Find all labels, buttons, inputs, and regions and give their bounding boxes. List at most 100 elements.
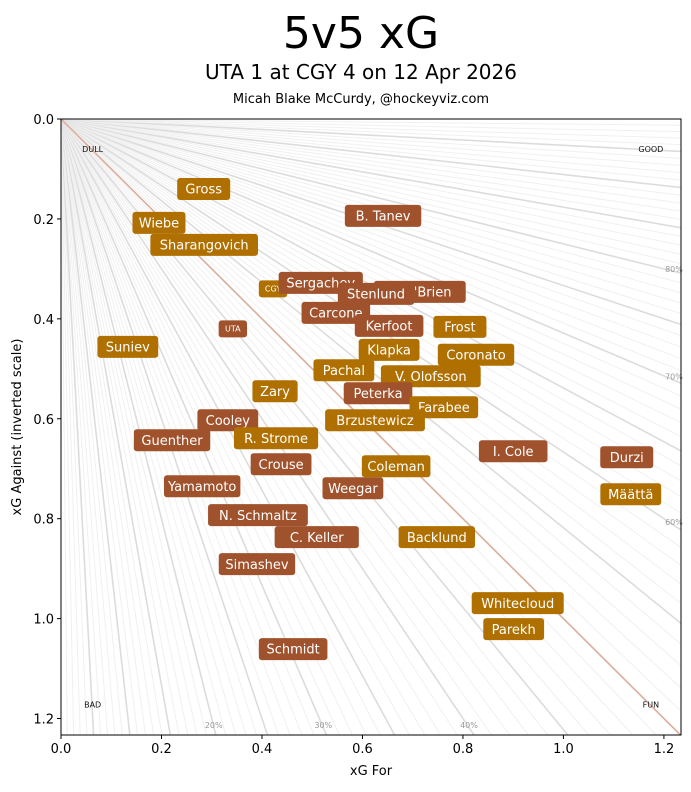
share-guide-line	[61, 119, 116, 735]
share-guide-line	[61, 119, 102, 735]
share-label: 70%	[665, 372, 683, 381]
share-guide-line	[61, 119, 217, 735]
share-guide-line	[61, 119, 258, 735]
y-tick-label: 0.0	[33, 113, 54, 128]
player-point: Carcone	[301, 301, 371, 324]
player-point-box	[97, 335, 159, 358]
player-point-box	[358, 338, 420, 361]
chart-title: 5v5 xG	[283, 8, 439, 59]
share-guide-line	[61, 119, 681, 438]
player-point: Peterka	[343, 382, 413, 405]
share-guide-line	[61, 119, 681, 220]
player-point-box	[343, 382, 413, 405]
x-tick-label: 0.2	[151, 742, 172, 757]
share-guide-line	[61, 119, 109, 735]
player-point-box	[313, 359, 375, 382]
share-guide-line	[61, 119, 88, 735]
player-point: Sharangovich	[150, 233, 258, 256]
player-point: Simashev	[218, 553, 296, 576]
player-point: Coleman	[361, 455, 431, 478]
player-point: N. Schmaltz	[208, 504, 308, 527]
share-guide-line	[61, 119, 75, 735]
player-point-label: Wiebe	[139, 217, 179, 232]
share-guide-line	[61, 119, 681, 424]
player-point-label: Frost	[444, 321, 475, 336]
share-guide-line	[61, 119, 681, 139]
share-label: 20%	[205, 721, 223, 730]
player-point-label: Gross	[185, 183, 222, 198]
player-point-label: Durzi	[610, 451, 644, 466]
player-point-box	[361, 455, 431, 478]
player-point: Guenther	[133, 429, 211, 452]
y-tick-label: 0.2	[33, 213, 54, 228]
player-point-label: Määttä	[608, 488, 653, 503]
share-guide-line	[61, 119, 681, 337]
share-guide-line	[61, 119, 681, 410]
player-point-label: Crouse	[259, 458, 304, 473]
player-point: Frost	[433, 315, 487, 338]
team-point-label: CGY	[265, 285, 281, 294]
player-point-box	[233, 427, 319, 450]
player-point: Stenlund	[337, 282, 415, 305]
corner-label: GOOD	[638, 145, 663, 154]
share-guide-line	[61, 119, 68, 735]
share-guide-line	[61, 119, 681, 189]
x-axis-label: xG For	[350, 764, 393, 779]
x-tick-label: 0.4	[252, 742, 273, 757]
player-point-label: Kerfoot	[366, 320, 413, 335]
player-point-label: N. Schmaltz	[219, 509, 297, 524]
share-guide-line	[61, 119, 81, 735]
plot-frame	[60, 118, 682, 736]
share-label: 40%	[460, 721, 478, 730]
player-point: Weegar	[322, 477, 384, 500]
player-point-label: Suniev	[106, 340, 150, 355]
player-point-box	[354, 314, 424, 337]
x-tick-label: 1.2	[654, 742, 675, 757]
team-point: UTA	[218, 320, 248, 338]
player-point-box	[325, 409, 425, 432]
player-point: Zary	[252, 380, 298, 403]
player-point-label: Peterka	[353, 387, 402, 402]
player-point: Durzi	[600, 446, 654, 469]
share-guide-line	[61, 119, 189, 735]
y-tick-label: 0.8	[33, 513, 54, 528]
player-point-box	[380, 365, 481, 388]
share-guide-line	[61, 119, 681, 174]
player-point: Määttä	[600, 483, 662, 506]
share-guide-line	[61, 119, 681, 204]
share-guide-line	[61, 119, 681, 645]
player-point-box	[208, 504, 308, 527]
x-tick-label: 0.8	[453, 742, 474, 757]
share-guide-line	[61, 119, 180, 735]
y-axis-label: xG Against (inverted scale)	[10, 339, 25, 516]
share-guide-line	[61, 119, 172, 735]
share-guide-line	[61, 119, 328, 735]
share-guide-line	[61, 119, 681, 265]
player-point-label: Klapka	[367, 343, 411, 358]
share-guide-line	[61, 119, 681, 372]
player-point-box	[344, 204, 422, 227]
player-point-label: Schmidt	[266, 643, 319, 658]
share-guide-line	[61, 119, 291, 735]
share-guide-line	[61, 119, 681, 153]
player-point: Backlund	[398, 526, 476, 549]
player-point-label: Whitecloud	[481, 597, 554, 612]
share-guide-line	[61, 119, 681, 284]
player-point: V. Olofsson	[380, 365, 481, 388]
player-point-box	[274, 526, 359, 549]
player-point-box	[258, 638, 328, 661]
team-point-label: UTA	[225, 325, 241, 334]
y-tick-label: 0.4	[33, 313, 54, 328]
player-point: Wiebe	[132, 211, 186, 234]
player-point-box	[409, 396, 479, 419]
y-tick-label: 1.0	[33, 613, 54, 628]
player-point: Gross	[177, 177, 231, 200]
player-point: Schmidt	[258, 638, 328, 661]
share-guide-line	[61, 119, 458, 735]
player-point-box	[433, 315, 487, 338]
share-guide-line	[61, 119, 237, 735]
player-point-label: Guenther	[141, 434, 203, 449]
share-guide-line	[61, 119, 681, 255]
